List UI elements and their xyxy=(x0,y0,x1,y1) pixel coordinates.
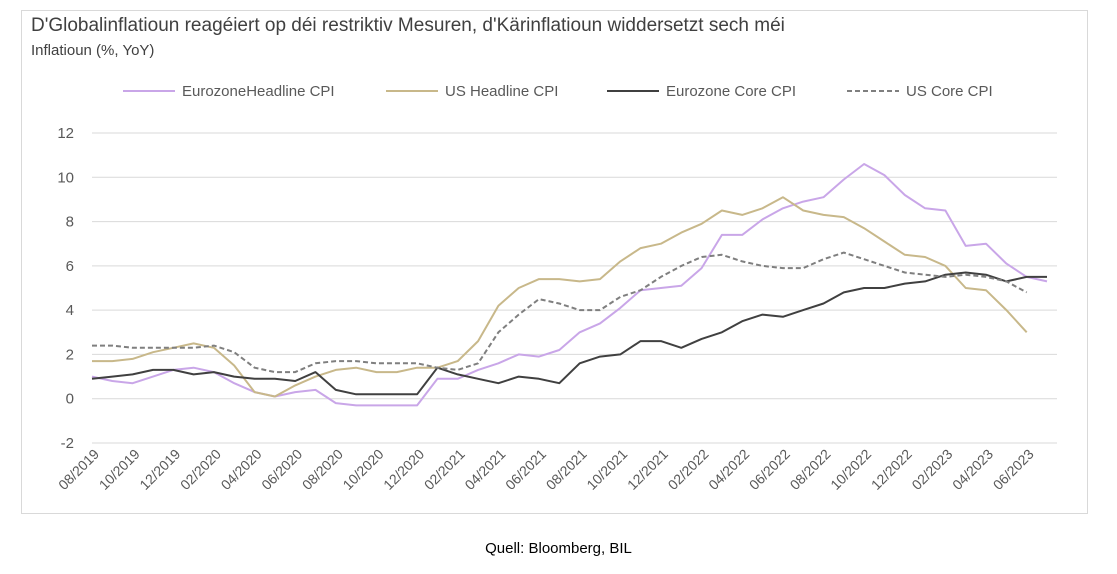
legend: EurozoneHeadline CPI US Headline CPI Euroz… xyxy=(123,83,993,100)
series-line-3 xyxy=(92,251,1028,374)
y-tick-label: 12 xyxy=(57,125,74,142)
legend-label: US Headline CPI xyxy=(445,83,558,100)
y-tick-label: 4 xyxy=(66,302,74,319)
x-tick-label: 10/2020 xyxy=(339,446,386,493)
x-tick-label: 12/2019 xyxy=(136,446,183,493)
x-tick-label: 06/2022 xyxy=(746,446,793,493)
series-line-2 xyxy=(91,271,1047,396)
x-tick-label: 12/2022 xyxy=(868,446,915,493)
x-tick-label: 04/2021 xyxy=(461,446,508,493)
chart-title: D'Globalinflatioun reagéiert op déi rest… xyxy=(31,15,785,36)
legend-label: EurozoneHeadline CPI xyxy=(182,83,335,100)
legend-label: Eurozone Core CPI xyxy=(666,83,796,100)
x-axis: 08/201910/201912/201902/202004/202006/20… xyxy=(55,446,1037,493)
x-tick-label: 10/2021 xyxy=(583,446,630,493)
series-line-1 xyxy=(92,196,1028,398)
gridlines xyxy=(92,132,1057,444)
x-tick-label: 04/2022 xyxy=(705,446,752,493)
y-tick-label: 8 xyxy=(66,214,74,231)
y-tick-label: 0 xyxy=(66,391,74,408)
chart-subtitle: Inflatioun (%, YoY) xyxy=(31,42,155,59)
x-tick-label: 04/2020 xyxy=(218,446,265,493)
y-axis: -2 0 2 4 6 8 10 12 xyxy=(57,125,74,452)
x-tick-label: 06/2020 xyxy=(258,446,305,493)
x-tick-label: 08/2022 xyxy=(787,446,834,493)
x-tick-label: 12/2021 xyxy=(624,446,671,493)
legend-label: US Core CPI xyxy=(906,83,993,100)
x-tick-label: 08/2019 xyxy=(55,446,102,493)
x-tick-label: 12/2020 xyxy=(380,446,427,493)
y-tick-label: 2 xyxy=(66,346,74,363)
chart-frame xyxy=(21,10,1088,514)
x-tick-label: 02/2022 xyxy=(665,446,712,493)
x-tick-label: 10/2019 xyxy=(96,446,143,493)
series-line-0 xyxy=(91,163,1048,407)
source-note: Quell: Bloomberg, BIL xyxy=(485,540,632,557)
x-tick-label: 06/2023 xyxy=(990,446,1037,493)
x-tick-label: 02/2020 xyxy=(177,446,224,493)
x-tick-label: 06/2021 xyxy=(502,446,549,493)
x-tick-label: 10/2022 xyxy=(827,446,874,493)
y-tick-label: 10 xyxy=(57,169,74,186)
x-tick-label: 02/2023 xyxy=(908,446,955,493)
x-tick-label: 08/2021 xyxy=(543,446,590,493)
y-tick-label: -2 xyxy=(61,435,74,452)
y-tick-label: 6 xyxy=(66,258,74,275)
x-tick-label: 04/2023 xyxy=(949,446,996,493)
x-tick-label: 02/2021 xyxy=(421,446,468,493)
series-lines xyxy=(91,163,1048,407)
x-tick-label: 08/2020 xyxy=(299,446,346,493)
